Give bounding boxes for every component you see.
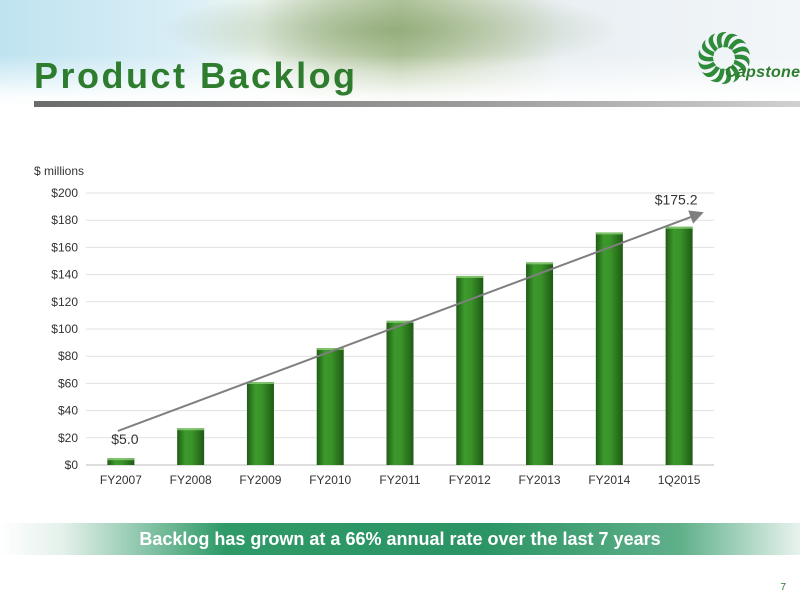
bar <box>456 275 484 465</box>
data-labels: $5.0 $175.2 <box>111 192 697 447</box>
logo-blade <box>716 32 727 49</box>
bar-highlight <box>316 348 344 351</box>
logo-blade <box>701 39 715 57</box>
bar-highlight <box>177 428 205 431</box>
x-tick-label: FY2010 <box>309 473 351 487</box>
x-tick-label: FY2009 <box>239 473 281 487</box>
x-tick-label: FY2007 <box>100 473 142 487</box>
bar <box>386 320 414 465</box>
logo-blade <box>698 61 717 70</box>
trend-arrow-line <box>117 210 704 432</box>
bar <box>107 458 135 465</box>
title-rule <box>34 101 800 107</box>
logo-blade <box>733 59 747 77</box>
logo-blade <box>730 64 740 83</box>
x-tick-labels: FY2007 FY2008 FY2009 FY2010 FY2011 FY2012 FY20… <box>100 473 701 487</box>
bar-highlight <box>665 226 693 229</box>
page-number: 7 <box>780 582 786 593</box>
bar-highlight <box>246 382 274 385</box>
x-tick-label: FY2008 <box>170 473 212 487</box>
turbine-swirl-icon <box>698 32 750 84</box>
y-tick-label: $40 <box>58 404 78 418</box>
data-label: $5.0 <box>111 431 138 447</box>
y-tick-label: $0 <box>65 458 79 472</box>
bar-highlight <box>526 262 554 265</box>
y-tick-label: $100 <box>51 322 78 336</box>
page-title: Product Backlog <box>34 55 358 96</box>
y-tick-label: $180 <box>51 213 78 227</box>
logo-blade <box>728 38 746 50</box>
bar-highlight <box>595 232 623 235</box>
logo-blade <box>721 67 732 84</box>
logo-text: Capstone <box>725 64 800 81</box>
x-tick-label: FY2014 <box>588 473 630 487</box>
y-tick-label: $20 <box>58 431 78 445</box>
header-fade <box>0 55 800 110</box>
y-tick-labels: $0 $20 $40 $60 $80 $100 $120 $140 $160 $180 $200 <box>51 186 78 472</box>
logo-blade <box>734 54 750 67</box>
bar <box>595 232 623 465</box>
y-tick-label: $160 <box>51 240 78 254</box>
bar <box>526 262 554 465</box>
bar <box>246 382 274 465</box>
logo-blade <box>702 66 720 78</box>
logo-blade <box>710 68 725 83</box>
banner-text: Backlog has grown at a 66% annual rate o… <box>139 529 661 549</box>
y-tick-label: $60 <box>58 376 78 390</box>
bar-highlight <box>456 275 484 278</box>
bar <box>665 226 693 465</box>
capstone-logo: Capstone <box>690 22 800 96</box>
logo-blade <box>698 49 714 62</box>
x-tick-label: FY2011 <box>379 473 420 487</box>
y-tick-label: $80 <box>58 349 78 363</box>
y-tick-label: $200 <box>51 186 78 200</box>
bars <box>107 226 693 465</box>
y-axis-label: $ millions <box>34 164 85 178</box>
logo-blade <box>723 33 738 48</box>
x-tick-label: FY2013 <box>519 473 561 487</box>
backlog-bar-chart: $0 $20 $40 $60 $80 $100 $120 $140 $160 $180 $200 F… <box>51 186 714 487</box>
logo-blade <box>731 46 750 55</box>
bar <box>177 428 205 465</box>
data-label: $175.2 <box>655 192 698 208</box>
logo-blade <box>708 33 718 52</box>
y-tick-label: $140 <box>51 268 78 282</box>
bar-highlight <box>107 458 135 461</box>
x-tick-label: 1Q2015 <box>658 473 701 487</box>
bar-highlight <box>386 320 414 323</box>
y-tick-label: $120 <box>51 295 78 309</box>
trend-arrow <box>117 210 704 432</box>
bar <box>316 348 344 465</box>
x-tick-label: FY2012 <box>449 473 491 487</box>
summary-banner: Backlog has grown at a 66% annual rate o… <box>0 523 800 555</box>
